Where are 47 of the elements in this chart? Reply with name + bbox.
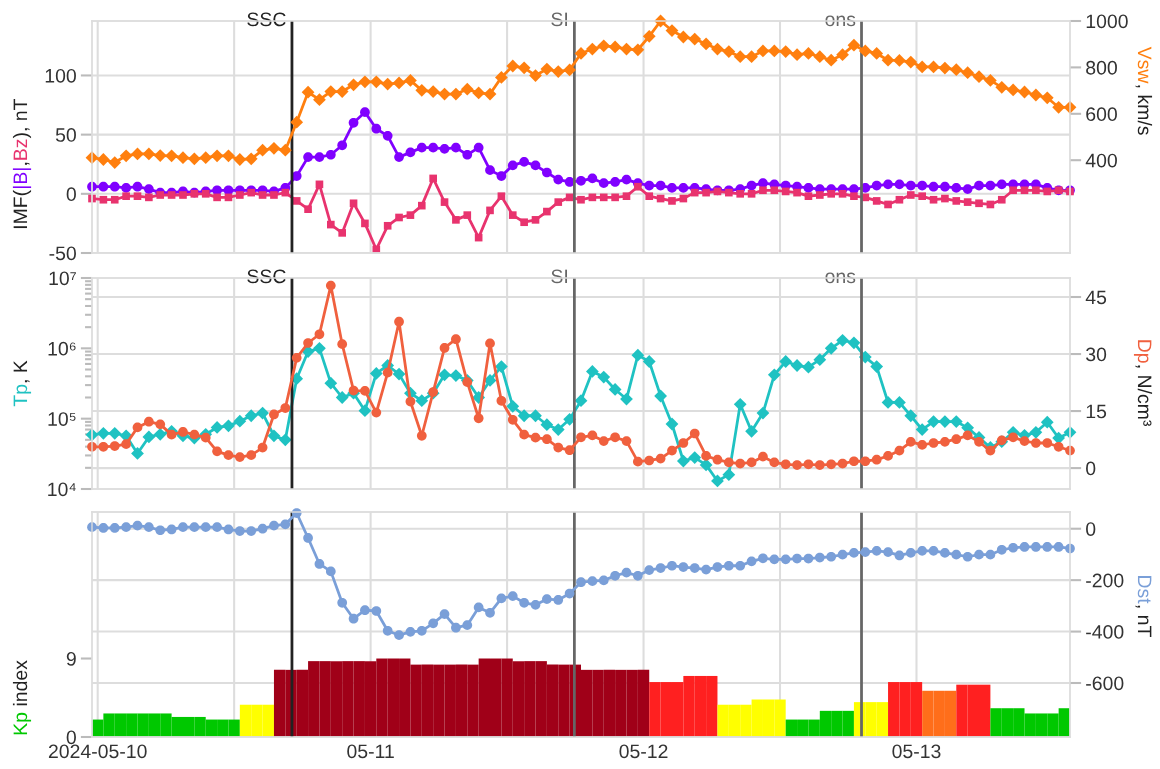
y2-tick-label: -200 — [1086, 573, 1124, 588]
y2-tick-label: 0 — [1086, 461, 1096, 476]
y-tick-label: 0 — [66, 730, 76, 745]
text: Tp — [13, 384, 32, 407]
text: Kp — [13, 712, 32, 735]
ref-line-label: SSC — [247, 12, 286, 27]
text: Dp — [1133, 340, 1152, 363]
y-tick-label: 9 — [66, 651, 76, 666]
y2-tick-label: -600 — [1086, 676, 1124, 691]
ref-line-label: ons — [825, 15, 856, 27]
text: , K — [13, 360, 30, 383]
ref-line-label: SI — [551, 269, 568, 284]
text: , nT — [1135, 605, 1152, 637]
y-tick-label: 10⁵ — [48, 412, 76, 426]
y2-tick-label: 800 — [1086, 60, 1117, 75]
y-tick-label: -50 — [49, 246, 76, 261]
text: |B| — [12, 168, 32, 188]
y-tick-label: 10⁴ — [48, 482, 76, 497]
y-tick-label: 0 — [66, 187, 76, 202]
text: , km/s — [1135, 85, 1153, 135]
text: index — [12, 660, 28, 706]
y2-tick-label: -400 — [1086, 625, 1124, 639]
y-tick-label: 50 — [55, 128, 76, 142]
text: Vsw — [1137, 46, 1152, 84]
x-tick-label: 05-13 — [892, 744, 941, 759]
y2-tick-label: 1000 — [1086, 14, 1128, 29]
x-tick-label: 05-11 — [347, 744, 394, 759]
y2-tick-label: 30 — [1086, 347, 1107, 362]
text: Bz — [13, 139, 28, 160]
y2-tick-label: 0 — [1086, 522, 1096, 536]
text: ), nT — [12, 98, 32, 139]
y2-tick-label: 45 — [1085, 290, 1107, 305]
y-tick-label: 100 — [45, 68, 76, 83]
x-tick-label: 05-12 — [619, 744, 668, 759]
text: , — [24, 162, 30, 165]
text: Dst — [1137, 576, 1152, 604]
text: IMF( — [12, 190, 32, 229]
y2-tick-label: 600 — [1086, 107, 1117, 122]
y2-tick-label: 400 — [1085, 153, 1117, 168]
ref-line-label: ons — [825, 272, 856, 284]
ref-line-label: SSC — [247, 269, 286, 284]
ref-line-label: SI — [551, 12, 568, 27]
y2-tick-label: 15 — [1086, 404, 1107, 419]
x-tick-label: 2024-05-10 — [48, 744, 147, 759]
y-tick-label: 10⁷ — [49, 271, 76, 286]
text: , N/cm³ — [1135, 365, 1153, 426]
y-tick-label: 10⁶ — [48, 341, 76, 356]
